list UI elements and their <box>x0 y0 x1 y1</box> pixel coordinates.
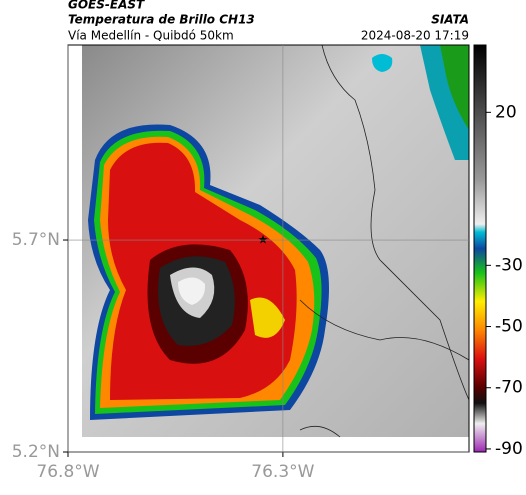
y-tick-label: 5.2°N <box>12 442 60 462</box>
subtitle: Temperatura de Brillo CH13 <box>68 13 255 27</box>
colorbar-tick-label: -50 <box>495 317 523 337</box>
location: Vía Medellín - Quibdó 50km <box>68 29 234 43</box>
colorbar-tick-label: -70 <box>495 378 523 398</box>
satellite-image: ★ <box>68 45 469 452</box>
datetime: 2024-08-20 17:19 <box>361 29 469 43</box>
source: SIATA <box>431 13 469 27</box>
colorbar-tick-label: 20 <box>495 102 517 122</box>
x-tick-label: 76.8°W <box>36 462 99 482</box>
colorbar-tick-label: -90 <box>495 439 523 459</box>
x-tick-label: 76.3°W <box>251 462 314 482</box>
title: GOES-EAST <box>68 0 145 12</box>
colorbar-tick-label: -30 <box>495 255 523 275</box>
svg-text:★: ★ <box>258 233 269 247</box>
y-tick-label: 5.7°N <box>12 230 60 250</box>
colorbar <box>473 44 487 453</box>
